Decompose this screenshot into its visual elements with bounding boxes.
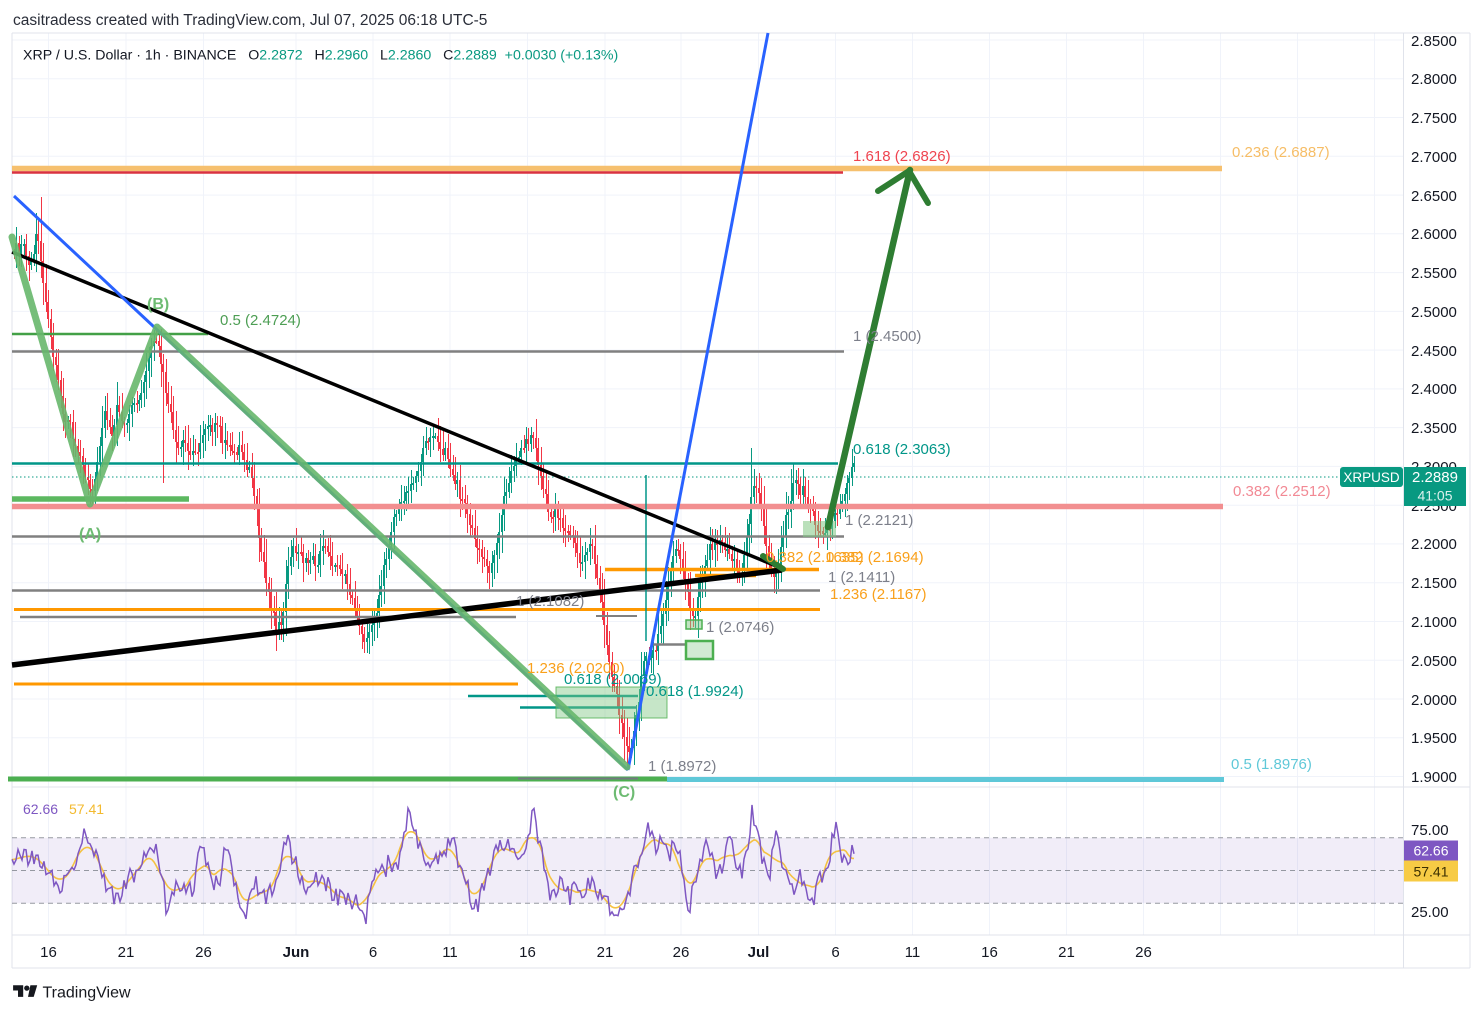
- svg-text:Jun: Jun: [283, 944, 310, 961]
- svg-text:11: 11: [442, 944, 458, 961]
- svg-text:16: 16: [981, 944, 998, 961]
- svg-text:75.00: 75.00: [1411, 822, 1449, 839]
- svg-text:16: 16: [519, 944, 536, 961]
- svg-text:1.236 (2.1167): 1.236 (2.1167): [830, 586, 926, 603]
- svg-text:TradingView: TradingView: [43, 985, 131, 1002]
- svg-text:41:05: 41:05: [1417, 488, 1452, 504]
- svg-text:62.66: 62.66: [23, 801, 58, 817]
- svg-text:21: 21: [1058, 944, 1075, 961]
- svg-text:2.5500: 2.5500: [1411, 265, 1457, 282]
- svg-text:57.41: 57.41: [1413, 864, 1448, 880]
- svg-text:26: 26: [673, 944, 690, 961]
- svg-text:1 (2.4500): 1 (2.4500): [853, 328, 921, 345]
- svg-text:2.4500: 2.4500: [1411, 343, 1457, 360]
- svg-text:0.5 (1.8976): 0.5 (1.8976): [1231, 756, 1312, 773]
- svg-text:2.2000: 2.2000: [1411, 536, 1457, 553]
- svg-text:2.5000: 2.5000: [1411, 304, 1457, 321]
- svg-text:(C): (C): [613, 784, 635, 801]
- svg-text:2.2889: 2.2889: [1412, 469, 1458, 486]
- svg-text:2.6500: 2.6500: [1411, 188, 1457, 205]
- svg-text:Jul: Jul: [748, 944, 770, 961]
- svg-text:6: 6: [369, 944, 377, 961]
- svg-text:25.00: 25.00: [1411, 904, 1449, 921]
- svg-text:26: 26: [195, 944, 212, 961]
- svg-text:6: 6: [831, 944, 839, 961]
- svg-text:1 (2.1082): 1 (2.1082): [516, 593, 584, 610]
- svg-text:21: 21: [597, 944, 614, 961]
- svg-text:XRP / U.S. Dollar · 1h · BINAN: XRP / U.S. Dollar · 1h · BINANCE O2.2872…: [23, 48, 618, 64]
- svg-text:0.382 (2.1635): 0.382 (2.1635): [766, 549, 864, 566]
- svg-text:0.618 (2.3063): 0.618 (2.3063): [853, 441, 951, 458]
- svg-text:0.618 (1.9924): 0.618 (1.9924): [646, 683, 744, 700]
- svg-text:2.8000: 2.8000: [1411, 71, 1457, 88]
- svg-text:(B): (B): [147, 296, 169, 313]
- svg-text:2.1500: 2.1500: [1411, 575, 1457, 592]
- svg-text:1 (2.1411): 1 (2.1411): [828, 569, 895, 586]
- svg-text:0.236 (2.6887): 0.236 (2.6887): [1232, 144, 1330, 161]
- svg-text:1.236 (2.0200): 1.236 (2.0200): [527, 660, 625, 677]
- svg-text:2.7000: 2.7000: [1411, 149, 1457, 166]
- svg-text:(A): (A): [79, 526, 101, 543]
- svg-text:1 (2.2121): 1 (2.2121): [845, 512, 913, 529]
- svg-text:62.66: 62.66: [1413, 843, 1448, 859]
- svg-text:1.618 (2.6826): 1.618 (2.6826): [853, 148, 951, 165]
- svg-text:2.4000: 2.4000: [1411, 381, 1457, 398]
- svg-text:0.618 (2.0069): 0.618 (2.0069): [564, 671, 662, 688]
- svg-text:1.9500: 1.9500: [1411, 730, 1457, 747]
- svg-text:2.1000: 2.1000: [1411, 614, 1457, 631]
- svg-text:1 (2.0746): 1 (2.0746): [706, 619, 774, 636]
- svg-text:1 (1.8972): 1 (1.8972): [648, 758, 716, 775]
- svg-text:16: 16: [40, 944, 57, 961]
- svg-text:11: 11: [905, 944, 921, 961]
- svg-text:casitradess created with Tradi: casitradess created with TradingView.com…: [13, 12, 487, 29]
- svg-text:2.0500: 2.0500: [1411, 653, 1457, 670]
- svg-text:26: 26: [1135, 944, 1152, 961]
- svg-text:2.7500: 2.7500: [1411, 110, 1457, 127]
- svg-text:57.41: 57.41: [69, 801, 104, 817]
- svg-text:0.5 (2.4724): 0.5 (2.4724): [220, 312, 301, 329]
- svg-text:0.382 (2.1694): 0.382 (2.1694): [826, 549, 924, 566]
- svg-text:2.6000: 2.6000: [1411, 226, 1457, 243]
- svg-text:0.382 (2.2512): 0.382 (2.2512): [1233, 483, 1331, 500]
- svg-text:XRPUSD: XRPUSD: [1343, 470, 1400, 485]
- svg-text:21: 21: [118, 944, 135, 961]
- svg-text:2.8500: 2.8500: [1411, 33, 1457, 50]
- svg-text:1.9000: 1.9000: [1411, 769, 1457, 786]
- svg-text:2.3500: 2.3500: [1411, 420, 1457, 437]
- svg-text:2.0000: 2.0000: [1411, 692, 1457, 709]
